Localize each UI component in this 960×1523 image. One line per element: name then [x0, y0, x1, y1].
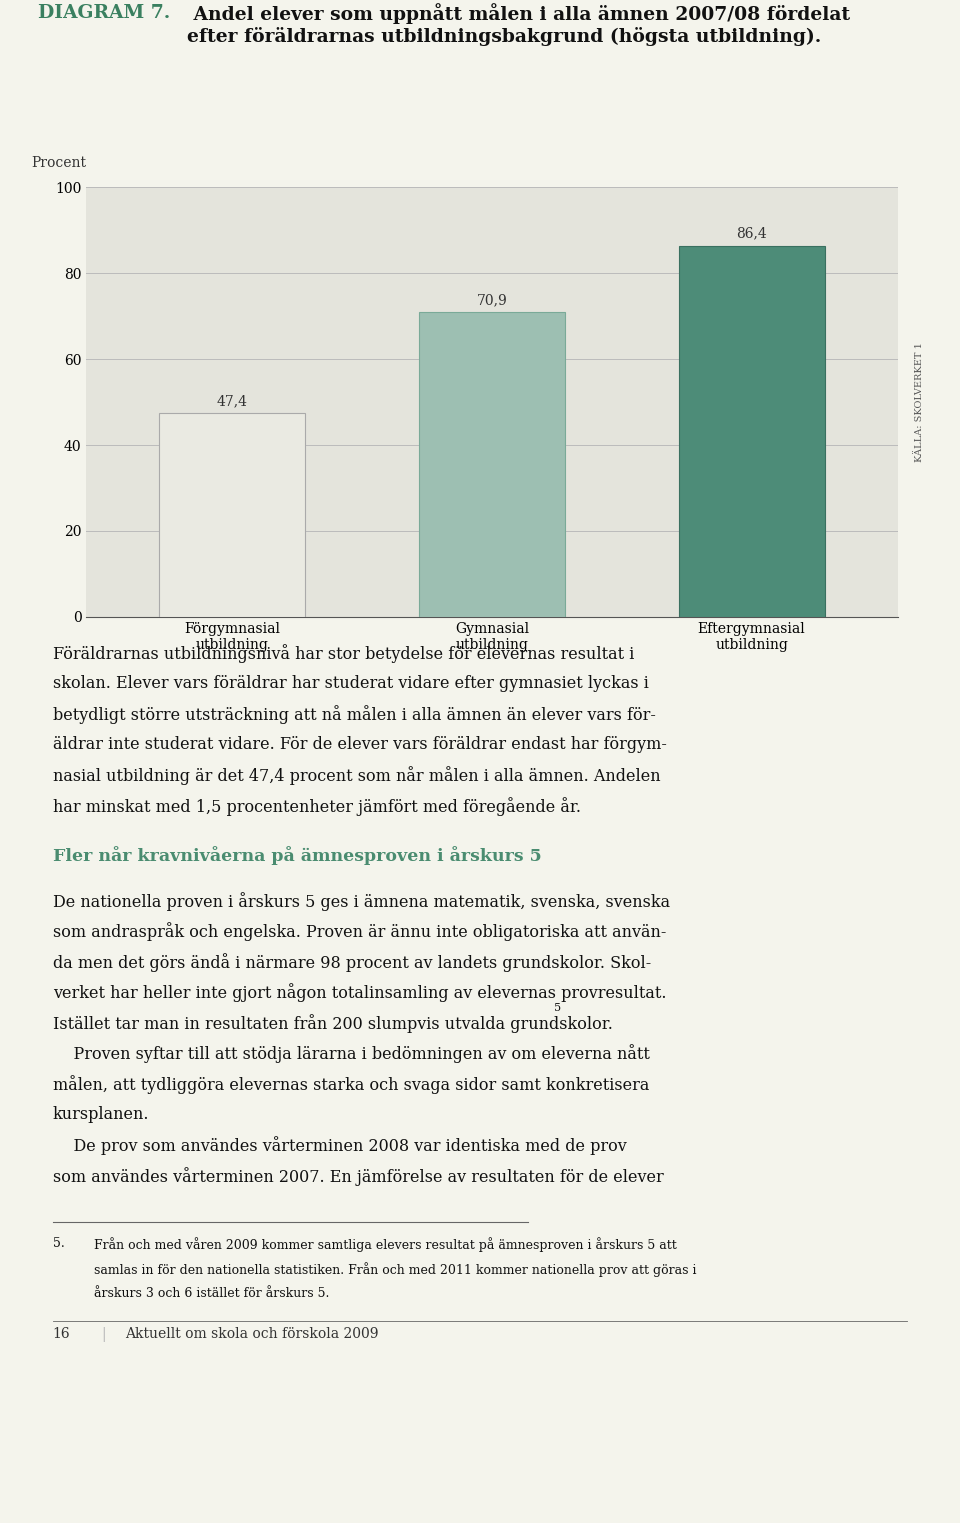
Text: Andel elever som uppnått målen i alla ämnen 2007/08 fördelat
efter föräldrarnas : Andel elever som uppnått målen i alla äm… — [187, 3, 851, 46]
Text: Procent: Procent — [32, 157, 86, 171]
Text: DIAGRAM 7.: DIAGRAM 7. — [38, 3, 171, 21]
Text: 70,9: 70,9 — [476, 292, 508, 308]
Text: Fler når kravnivåerna på ämnesproven i årskurs 5: Fler når kravnivåerna på ämnesproven i å… — [53, 845, 541, 865]
Text: nasial utbildning är det 47,4 procent som når målen i alla ämnen. Andelen: nasial utbildning är det 47,4 procent so… — [53, 766, 660, 786]
Text: 5.: 5. — [53, 1237, 64, 1250]
Text: De nationella proven i årskurs 5 ges i ämnena matematik, svenska, svenska: De nationella proven i årskurs 5 ges i ä… — [53, 891, 670, 911]
Text: da men det görs ändå i närmare 98 procent av landets grundskolor. Skol-: da men det görs ändå i närmare 98 procen… — [53, 953, 651, 972]
Text: Proven syftar till att stödja lärarna i bedömningen av om eleverna nått: Proven syftar till att stödja lärarna i … — [53, 1045, 650, 1063]
Bar — [419, 312, 565, 617]
Text: skolan. Elever vars föräldrar har studerat vidare efter gymnasiet lyckas i: skolan. Elever vars föräldrar har studer… — [53, 675, 649, 691]
Text: äldrar inte studerat vidare. För de elever vars föräldrar endast har förgym-: äldrar inte studerat vidare. För de elev… — [53, 736, 666, 752]
Text: verket har heller inte gjort någon totalinsamling av elevernas provresultat.: verket har heller inte gjort någon total… — [53, 984, 666, 1002]
Text: Föräldrarnas utbildningsnivå har stor betydelse för elevernas resultat i: Föräldrarnas utbildningsnivå har stor be… — [53, 644, 635, 663]
Text: 16: 16 — [53, 1327, 70, 1340]
Text: som användes vårterminen 2007. En jämförelse av resultaten för de elever: som användes vårterminen 2007. En jämför… — [53, 1167, 663, 1185]
Text: Från och med våren 2009 kommer samtliga elevers resultat på ämnesproven i årskur: Från och med våren 2009 kommer samtliga … — [82, 1237, 677, 1252]
Text: 47,4: 47,4 — [217, 394, 248, 408]
Text: 5: 5 — [554, 1004, 561, 1013]
Bar — [159, 413, 305, 617]
Text: som andraspråk och engelska. Proven är ännu inte obligatoriska att använ-: som andraspråk och engelska. Proven är ä… — [53, 923, 666, 941]
Text: har minskat med 1,5 procentenheter jämfört med föregående år.: har minskat med 1,5 procentenheter jämfö… — [53, 797, 581, 816]
Text: |: | — [101, 1327, 106, 1342]
Text: kursplanen.: kursplanen. — [53, 1106, 150, 1122]
Text: 86,4: 86,4 — [736, 227, 767, 241]
Text: årskurs 3 och 6 istället för årskurs 5.: årskurs 3 och 6 istället för årskurs 5. — [82, 1287, 329, 1301]
Text: målen, att tydliggöra elevernas starka och svaga sidor samt konkretisera: målen, att tydliggöra elevernas starka o… — [53, 1075, 649, 1094]
Bar — [679, 245, 825, 617]
Text: De prov som användes vårterminen 2008 var identiska med de prov: De prov som användes vårterminen 2008 va… — [53, 1136, 627, 1154]
Text: betydligt större utsträckning att nå målen i alla ämnen än elever vars för-: betydligt större utsträckning att nå mål… — [53, 705, 656, 725]
Text: KÄLLA: SKOLVERKET 1: KÄLLA: SKOLVERKET 1 — [915, 343, 924, 461]
Text: samlas in för den nationella statistiken. Från och med 2011 kommer nationella pr: samlas in för den nationella statistiken… — [82, 1263, 696, 1276]
Text: Aktuellt om skola och förskola 2009: Aktuellt om skola och förskola 2009 — [125, 1327, 378, 1340]
Text: Istället tar man in resultaten från 200 slumpvis utvalda grundskolor.: Istället tar man in resultaten från 200 … — [53, 1014, 612, 1033]
